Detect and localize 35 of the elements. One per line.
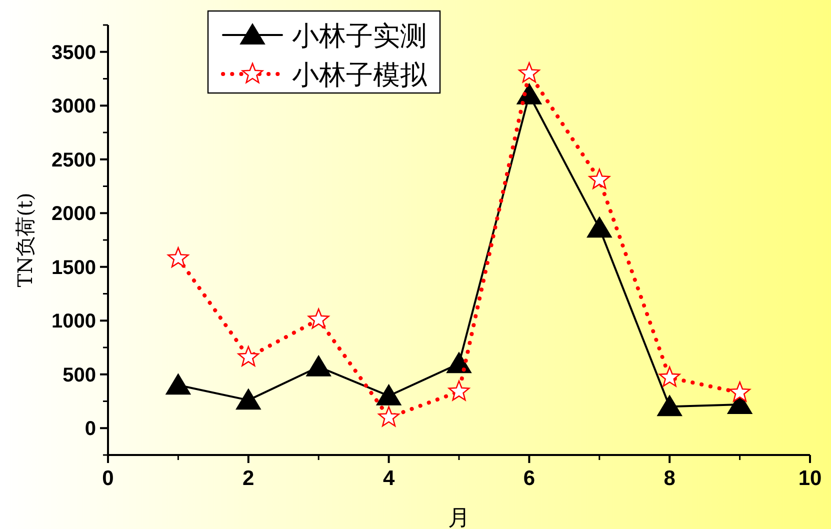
x-axis-title: 月 [448, 506, 470, 529]
y-tick-label: 0 [84, 418, 96, 440]
point [658, 366, 680, 387]
point [378, 406, 400, 427]
point [588, 168, 610, 189]
point [729, 382, 750, 402]
y-tick-label: 1000 [52, 310, 96, 333]
y-axis-title: TN负荷(t) [13, 192, 37, 288]
point [236, 388, 261, 410]
point [308, 308, 330, 329]
point [518, 62, 540, 83]
point [446, 352, 472, 374]
point [448, 380, 470, 401]
y-tick-label: 3500 [52, 42, 96, 64]
legend-label: 小林子实测 [292, 21, 427, 52]
x-tick-label: 6 [523, 467, 536, 490]
point [238, 346, 260, 366]
y-tick-label: 2000 [52, 203, 96, 226]
x-tick-label: 8 [664, 467, 676, 490]
x-tick-label: 2 [242, 467, 254, 490]
x-tick-label: 4 [382, 467, 395, 490]
point [586, 216, 612, 238]
point [376, 384, 402, 406]
point [306, 355, 332, 376]
y-tick-label: 2500 [52, 149, 96, 172]
point [166, 374, 191, 395]
x-tick-label: 10 [798, 467, 822, 490]
y-tick-label: 500 [62, 364, 96, 386]
point [168, 247, 189, 268]
x-tick-label: 0 [102, 467, 114, 490]
y-tick-label: 1500 [52, 256, 96, 279]
point [657, 395, 682, 416]
legend-label: 小林子模拟 [292, 60, 428, 91]
y-tick-label: 3000 [52, 96, 96, 118]
point [516, 83, 542, 104]
